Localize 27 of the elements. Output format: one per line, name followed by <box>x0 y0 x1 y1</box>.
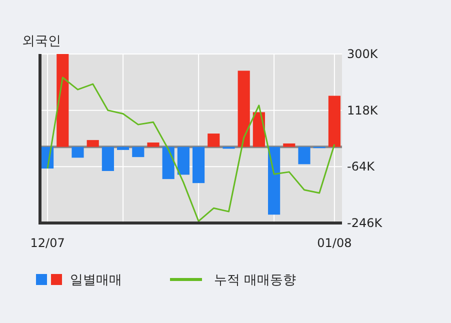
bar <box>283 143 296 147</box>
bar <box>117 146 130 150</box>
y-tick-label: 118K <box>347 103 379 118</box>
bar <box>56 54 69 147</box>
bar <box>147 142 160 147</box>
legend-label: 누적 매매동향 <box>214 273 296 288</box>
bar <box>238 70 250 147</box>
y-tick-label: 300K <box>347 47 379 61</box>
y-tick-label: -246K <box>347 216 384 230</box>
bar <box>132 146 144 158</box>
legend-label: 일별매매 <box>70 273 122 288</box>
x-tick-label: 12/07 <box>30 236 65 250</box>
bar <box>268 146 280 215</box>
bar <box>328 96 340 147</box>
bar <box>177 146 190 175</box>
chart-title: 외국인 <box>22 34 61 49</box>
y-tick-label: -64K <box>347 160 376 174</box>
bar <box>102 146 114 171</box>
bar <box>162 146 174 180</box>
line-series <box>46 76 336 222</box>
x-tick-label: 01/08 <box>317 236 352 250</box>
bar <box>72 146 84 158</box>
bar <box>208 134 220 147</box>
bar <box>298 146 310 164</box>
bar <box>252 112 265 147</box>
bar <box>192 146 205 184</box>
bar <box>86 140 99 147</box>
